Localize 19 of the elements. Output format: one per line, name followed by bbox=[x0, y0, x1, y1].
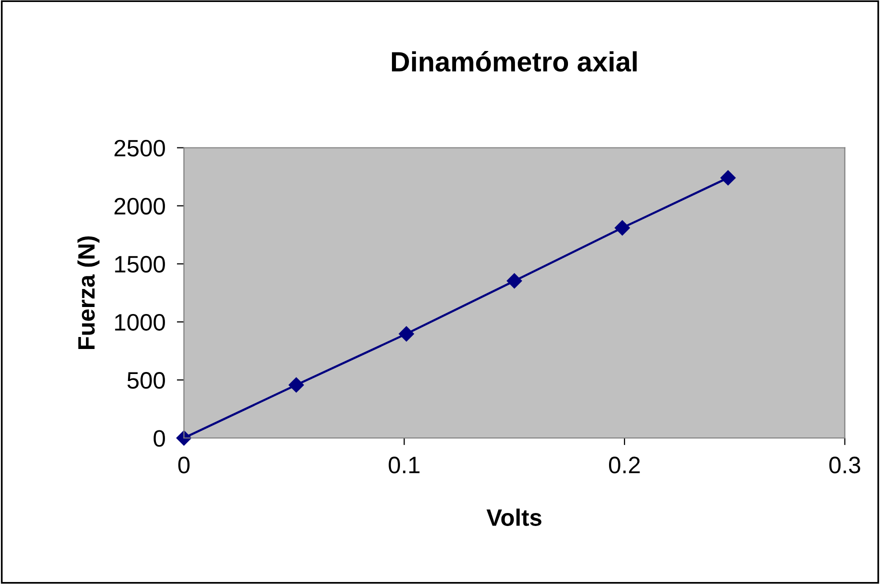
y-tick-label: 1500 bbox=[115, 256, 165, 273]
x-tick-label: 0 bbox=[178, 456, 190, 474]
point bbox=[720, 170, 736, 186]
point bbox=[398, 326, 414, 342]
x-tick-label: 0.2 bbox=[609, 456, 640, 474]
y-tick-label: 1000 bbox=[115, 314, 165, 331]
y-tick-label: 500 bbox=[127, 372, 165, 389]
point bbox=[614, 220, 630, 236]
chart-title: Dinamómetro axial bbox=[392, 50, 637, 72]
y-axis-title: Fuerza (N) bbox=[77, 236, 100, 350]
x-tick-label: 0.3 bbox=[829, 456, 860, 474]
point bbox=[506, 273, 522, 288]
point bbox=[288, 377, 304, 393]
point bbox=[176, 430, 192, 446]
x-axis-title: Volts bbox=[486, 508, 542, 526]
y-tick-label: 2500 bbox=[114, 140, 165, 157]
x-tick-label: 0.1 bbox=[388, 456, 420, 474]
y-tick-label: 0 bbox=[154, 430, 165, 447]
y-tick-label: 2000 bbox=[114, 198, 165, 215]
